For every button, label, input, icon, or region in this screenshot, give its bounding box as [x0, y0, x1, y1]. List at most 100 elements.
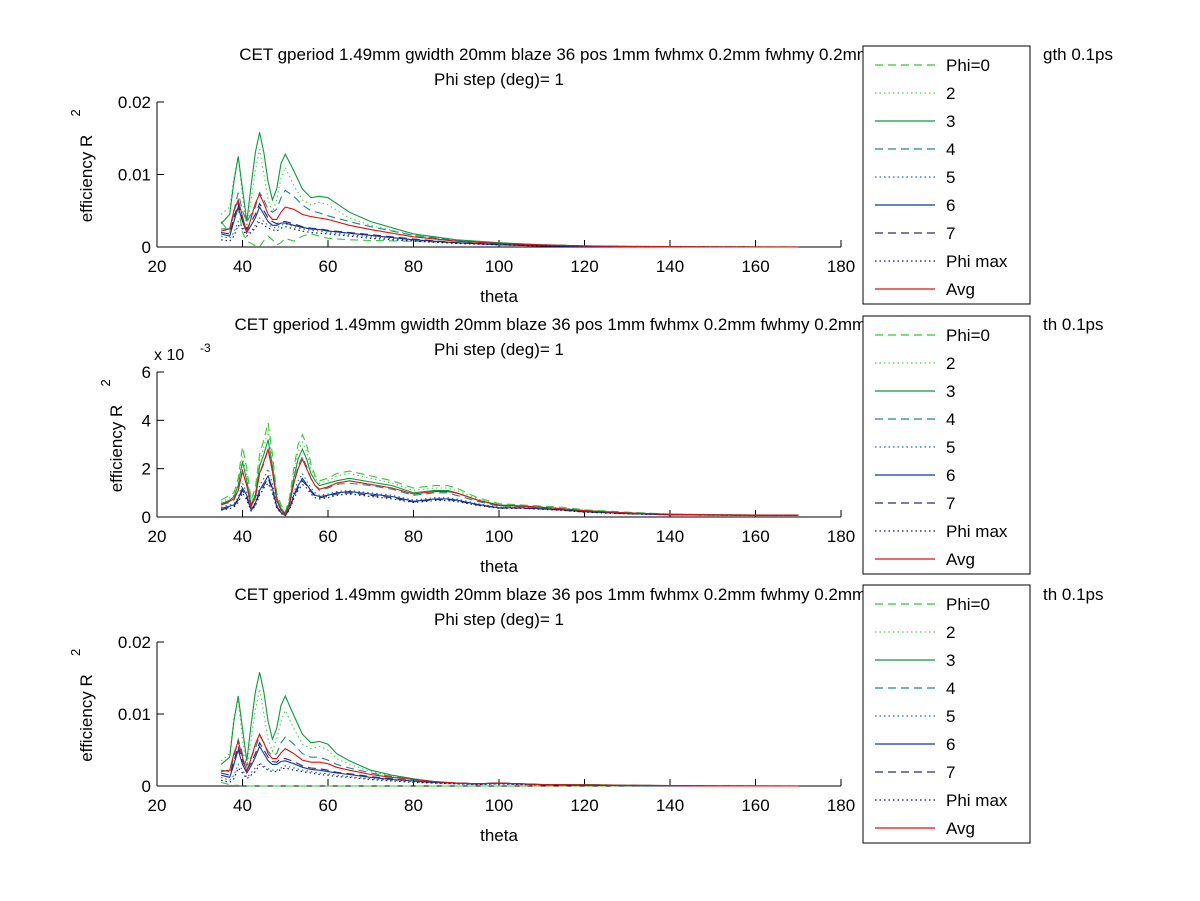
x-tick-label: 40 — [233, 257, 252, 276]
y-axis-label-sup: 2 — [68, 109, 83, 116]
chart-subtitle: Phi step (deg)= 1 — [434, 610, 564, 629]
legend-label: Phi max — [946, 791, 1008, 810]
legend-3: Phi=0 2 3 4 5 6 7 Phi max Avg — [862, 584, 1031, 844]
legend-box — [862, 584, 1031, 844]
x-tick-label: 140 — [656, 527, 684, 546]
chart-subtitle: Phi step (deg)= 1 — [434, 340, 564, 359]
legend-label: Phi=0 — [946, 56, 990, 75]
x-tick-label: 180 — [827, 257, 855, 276]
chart-title-tail: th 0.1ps — [1043, 315, 1104, 334]
y-tick-label: 0.01 — [118, 166, 151, 185]
y-tick-label: 0 — [142, 238, 151, 257]
y-axis-label-group: efficiency R 2 — [98, 379, 126, 492]
y-tick-label: 0.01 — [118, 705, 151, 724]
legend-label: 2 — [946, 84, 955, 103]
y-axis-label: efficiency R — [77, 135, 96, 223]
legend-label: 6 — [946, 466, 955, 485]
legend-label: 5 — [946, 438, 955, 457]
chart-title: CET gperiod 1.49mm gwidth 20mm blaze 36 … — [234, 585, 946, 604]
legend-label: 2 — [946, 623, 955, 642]
series-line-4 — [220, 762, 799, 787]
x-tick-label: 40 — [233, 527, 252, 546]
y-axis-label: efficiency R — [107, 405, 126, 493]
series-line-2 — [220, 132, 799, 248]
legend-1: Phi=0 2 3 4 5 6 7 Phi max Avg — [862, 45, 1031, 305]
x-axis-label: theta — [480, 557, 518, 576]
chart-subtitle: Phi step (deg)= 1 — [434, 70, 564, 89]
legend-label: 3 — [946, 112, 955, 131]
legend-label: Phi=0 — [946, 595, 990, 614]
series-line-8 — [220, 447, 799, 516]
series-line-5 — [220, 745, 799, 787]
series-line-7 — [221, 220, 799, 248]
x-tick-label: 160 — [741, 796, 769, 815]
y-exponent-label: x 10 — [154, 347, 184, 364]
legend-label: Avg — [946, 550, 975, 569]
x-tick-label: 100 — [485, 257, 513, 276]
series-line-8 — [220, 192, 799, 248]
y-axis-label: efficiency R — [77, 674, 96, 762]
x-tick-label: 80 — [404, 796, 423, 815]
x-tick-label: 40 — [233, 796, 252, 815]
legend-label: 4 — [946, 679, 955, 698]
legend-label: 5 — [946, 707, 955, 726]
y-tick-label: 2 — [142, 460, 151, 479]
series-line-1 — [220, 429, 799, 516]
x-tick-label: 80 — [404, 257, 423, 276]
legend-label: Avg — [946, 819, 975, 838]
x-tick-label: 20 — [148, 257, 167, 276]
legend-label: Phi max — [946, 522, 1008, 541]
subplot-1: 20 40 60 80 100 120 140 160 180 0 0.01 0.02 CET gper… — [68, 45, 1113, 306]
series-line-0 — [220, 422, 799, 516]
y-tick-label: 0.02 — [118, 93, 151, 112]
series-line-0 — [220, 205, 799, 248]
chart-title: CET gperiod 1.49mm gwidth 20mm blaze 36 … — [234, 315, 946, 334]
series-line-6 — [220, 476, 799, 517]
x-tick-label: 180 — [827, 527, 855, 546]
x-tick-label: 60 — [319, 796, 338, 815]
x-tick-label: 100 — [485, 527, 513, 546]
y-tick-label: 0 — [142, 508, 151, 527]
x-tick-label: 140 — [656, 257, 684, 276]
series-line-6 — [221, 201, 799, 248]
y-exponent-sup: -3 — [200, 341, 211, 355]
legend-label: Avg — [946, 280, 975, 299]
x-tick-label: 120 — [570, 257, 598, 276]
y-tick-label: 0.02 — [118, 633, 151, 652]
legend-label: Phi max — [946, 252, 1008, 271]
legend-label: 7 — [946, 224, 955, 243]
legend-label: 7 — [946, 494, 955, 513]
y-axis-label-sup: 2 — [68, 649, 83, 656]
legend-label: 4 — [946, 140, 955, 159]
x-tick-label: 80 — [404, 527, 423, 546]
x-axis-label: theta — [480, 826, 518, 845]
x-tick-label: 100 — [485, 796, 513, 815]
y-tick-label: 4 — [142, 411, 151, 430]
chart-title-tail: gth 0.1ps — [1043, 45, 1113, 64]
x-tick-label: 20 — [148, 527, 167, 546]
x-tick-label: 180 — [827, 796, 855, 815]
x-axis-label: theta — [480, 287, 518, 306]
legend-box — [862, 315, 1031, 575]
y-axis-label-group: efficiency R 2 — [68, 109, 96, 222]
chart-title: CET gperiod 1.49mm gwidth 20mm blaze 36 … — [239, 45, 942, 64]
series-line-5 — [220, 205, 799, 248]
series-line-3 — [221, 734, 799, 787]
series-line-8 — [221, 732, 799, 787]
legend-2: Phi=0 2 3 4 5 6 7 Phi max Avg — [862, 315, 1031, 575]
x-tick-label: 120 — [570, 527, 598, 546]
y-tick-label: 0 — [142, 777, 151, 796]
legend-label: Phi=0 — [946, 326, 990, 345]
x-tick-label: 120 — [570, 796, 598, 815]
legend-box — [862, 45, 1031, 305]
y-axis-label-sup: 2 — [98, 379, 113, 386]
x-tick-label: 60 — [319, 257, 338, 276]
series-line-6 — [220, 741, 799, 787]
series-line-7 — [220, 482, 799, 517]
legend-label: 3 — [946, 651, 955, 670]
legend-label: 3 — [946, 382, 955, 401]
legend-label: 7 — [946, 763, 955, 782]
x-tick-label: 20 — [148, 796, 167, 815]
legend-label: 6 — [946, 196, 955, 215]
